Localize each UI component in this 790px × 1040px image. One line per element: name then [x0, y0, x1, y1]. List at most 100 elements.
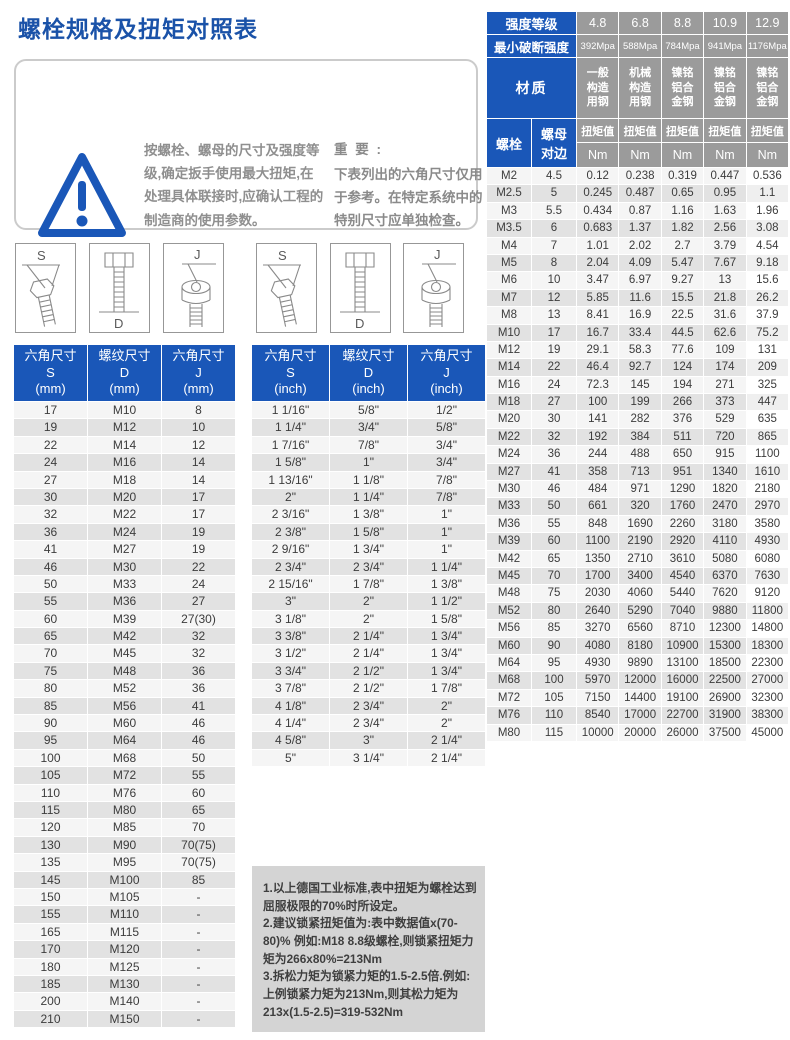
cell-nut-flats: 60 — [532, 533, 576, 550]
material-cell: 镍铭 铝合 金钢 — [704, 58, 746, 118]
table-row: 4 1/8" 2 3/4" 2" — [252, 697, 485, 715]
table-row: 65 M42 32 — [14, 628, 235, 645]
table-row: 46 M30 22 — [14, 558, 235, 575]
cell-torque-8_8: 22700 — [661, 707, 704, 724]
cell-torque-6_8: 20000 — [619, 724, 661, 741]
table-row: M14 22 46.4 92.7 124 174 209 — [487, 359, 789, 376]
cell-hex-s: 1 1/4" — [252, 419, 329, 436]
unit-nm-label: Nm — [704, 143, 746, 167]
cell-hex-s: 3 1/2" — [252, 645, 329, 662]
table-row: M2.5 5 0.245 0.487 0.65 0.95 1.1 — [487, 185, 789, 202]
cell-hex-s: 200 — [14, 993, 87, 1010]
cell-torque-10_9: 1340 — [704, 463, 746, 481]
cell-torque-6_8: 33.4 — [619, 324, 661, 341]
cell-bolt: M7 — [487, 289, 531, 307]
cell-torque-6_8: 1690 — [619, 515, 661, 533]
cell-hex-j: 1 3/4" — [408, 628, 485, 645]
cell-nut-flats: 105 — [532, 689, 576, 707]
cell-torque-12_9: 26.2 — [746, 289, 789, 307]
cell-torque-8_8: 2260 — [661, 515, 704, 533]
table-row: M30 46 484 971 1290 1820 2180 — [487, 481, 789, 498]
table-row: 3 1/2" 2 1/4" 1 3/4" — [252, 645, 485, 662]
cell-torque-10_9: 0.95 — [704, 185, 746, 202]
cell-hex-j: 1" — [408, 506, 485, 523]
table-row: 22 M14 12 — [14, 436, 235, 454]
cell-torque-12_9: 3.08 — [746, 220, 789, 237]
cell-hex-s: 75 — [14, 662, 87, 680]
table-row: 1 7/16" 7/8" 3/4" — [252, 436, 485, 454]
cell-hex-j: 27(30) — [162, 610, 235, 628]
cell-thread-d: 1" — [330, 454, 407, 471]
cell-hex-s: 1 1/16" — [252, 402, 329, 419]
cell-hex-j: 32 — [162, 628, 235, 645]
torque-value-label: 扭矩值 — [746, 119, 789, 142]
cell-bolt: M45 — [487, 567, 531, 585]
cell-thread-d: 1 1/8" — [330, 471, 407, 488]
material-cell: 镍铭 铝合 金钢 — [661, 58, 704, 118]
cell-torque-12_9: 1.1 — [746, 185, 789, 202]
cell-nut-flats: 12 — [532, 289, 576, 307]
table-row: 95 M64 46 — [14, 732, 235, 749]
cell-hex-s: 95 — [14, 732, 87, 749]
cell-torque-4_8: 848 — [577, 515, 619, 533]
table-row: 200 M140 - — [14, 993, 235, 1010]
cell-bolt: M22 — [487, 428, 531, 446]
mm-table-header: 六角尺寸 S (mm) 螺纹尺寸 D (mm) 六角尺寸 J (mm) — [14, 345, 235, 401]
cell-torque-8_8: 266 — [661, 394, 704, 411]
cell-thread-d: 1 7/8" — [330, 575, 407, 593]
table-row: 3 1/8" 2" 1 5/8" — [252, 610, 485, 628]
warning-text: 按螺栓、螺母的尺寸及强度等级,确定扳手使用最大扭矩,在处理具体联接时,应确认工程… — [144, 143, 324, 228]
cell-torque-8_8: 951 — [661, 463, 704, 481]
cell-torque-12_9: 15.6 — [746, 272, 789, 289]
cell-torque-4_8: 16.7 — [577, 324, 619, 341]
table-row: 32 M22 17 — [14, 506, 235, 523]
cell-torque-4_8: 661 — [577, 498, 619, 515]
cell-torque-4_8: 1350 — [577, 550, 619, 567]
cell-nut-flats: 4.5 — [532, 168, 576, 185]
cell-hex-s: 32 — [14, 506, 87, 523]
table-row: 100 M68 50 — [14, 749, 235, 767]
cell-bolt: M80 — [487, 724, 531, 741]
notes-panel: 1.以上德国工业标准,表中扭矩为螺栓达到屈服极限的70%时所设定。 2.建议锁紧扭… — [252, 866, 485, 1032]
cell-torque-4_8: 8.41 — [577, 307, 619, 324]
cell-torque-10_9: 31900 — [704, 707, 746, 724]
cell-hex-j: - — [162, 923, 235, 941]
dim-label: J — [194, 247, 201, 262]
table-row: 85 M56 41 — [14, 697, 235, 715]
cell-nut-flats: 5.5 — [532, 202, 576, 220]
table-row: M33 50 661 320 1760 2470 2970 — [487, 498, 789, 515]
cell-torque-8_8: 10900 — [661, 637, 704, 654]
table-row: M22 32 192 384 511 720 865 — [487, 428, 789, 446]
material-cell: 镍铭 铝合 金钢 — [746, 58, 789, 118]
cell-thread-d: M18 — [88, 471, 161, 488]
cell-hex-s: 2" — [252, 488, 329, 506]
cell-torque-10_9: 4110 — [704, 533, 746, 550]
unit-column: 扭矩值 Nm — [661, 119, 704, 167]
cell-torque-12_9: 32300 — [746, 689, 789, 707]
cell-torque-8_8: 77.6 — [661, 341, 704, 359]
cell-hex-j: - — [162, 888, 235, 906]
table-row: 115 M80 65 — [14, 801, 235, 819]
cell-torque-10_9: 5080 — [704, 550, 746, 567]
cell-bolt: M30 — [487, 481, 531, 498]
nut-label: 螺母 对边 — [532, 119, 576, 167]
cell-hex-j: 27 — [162, 593, 235, 610]
cell-hex-s: 2 15/16" — [252, 575, 329, 593]
table-row: 80 M52 36 — [14, 680, 235, 697]
cell-thread-d: M115 — [88, 923, 161, 941]
units-row: 螺栓 螺母 对边 扭矩值 Nm 扭矩值 Nm 扭矩值 Nm 扭矩值 Nm 扭矩值 — [487, 119, 789, 167]
cell-hex-j: 36 — [162, 680, 235, 697]
cell-thread-d: M20 — [88, 488, 161, 506]
cell-bolt: M48 — [487, 585, 531, 602]
cell-bolt: M42 — [487, 550, 531, 567]
cell-torque-8_8: 0.319 — [661, 168, 704, 185]
cell-hex-j: 46 — [162, 715, 235, 732]
bolt-diagram-j-mm: J — [163, 243, 224, 333]
important-note: 重 要 : 下表列出的六角尺寸仅用于参考。在特定系统中的特别尺寸应单独检查。 — [334, 139, 486, 233]
strength-label: 最小破断强度 — [487, 35, 576, 57]
table-row: 165 M115 - — [14, 923, 235, 941]
cell-torque-8_8: 511 — [661, 428, 704, 446]
cell-hex-s: 4 1/4" — [252, 715, 329, 732]
cell-torque-12_9: 6080 — [746, 550, 789, 567]
cell-bolt: M52 — [487, 602, 531, 620]
